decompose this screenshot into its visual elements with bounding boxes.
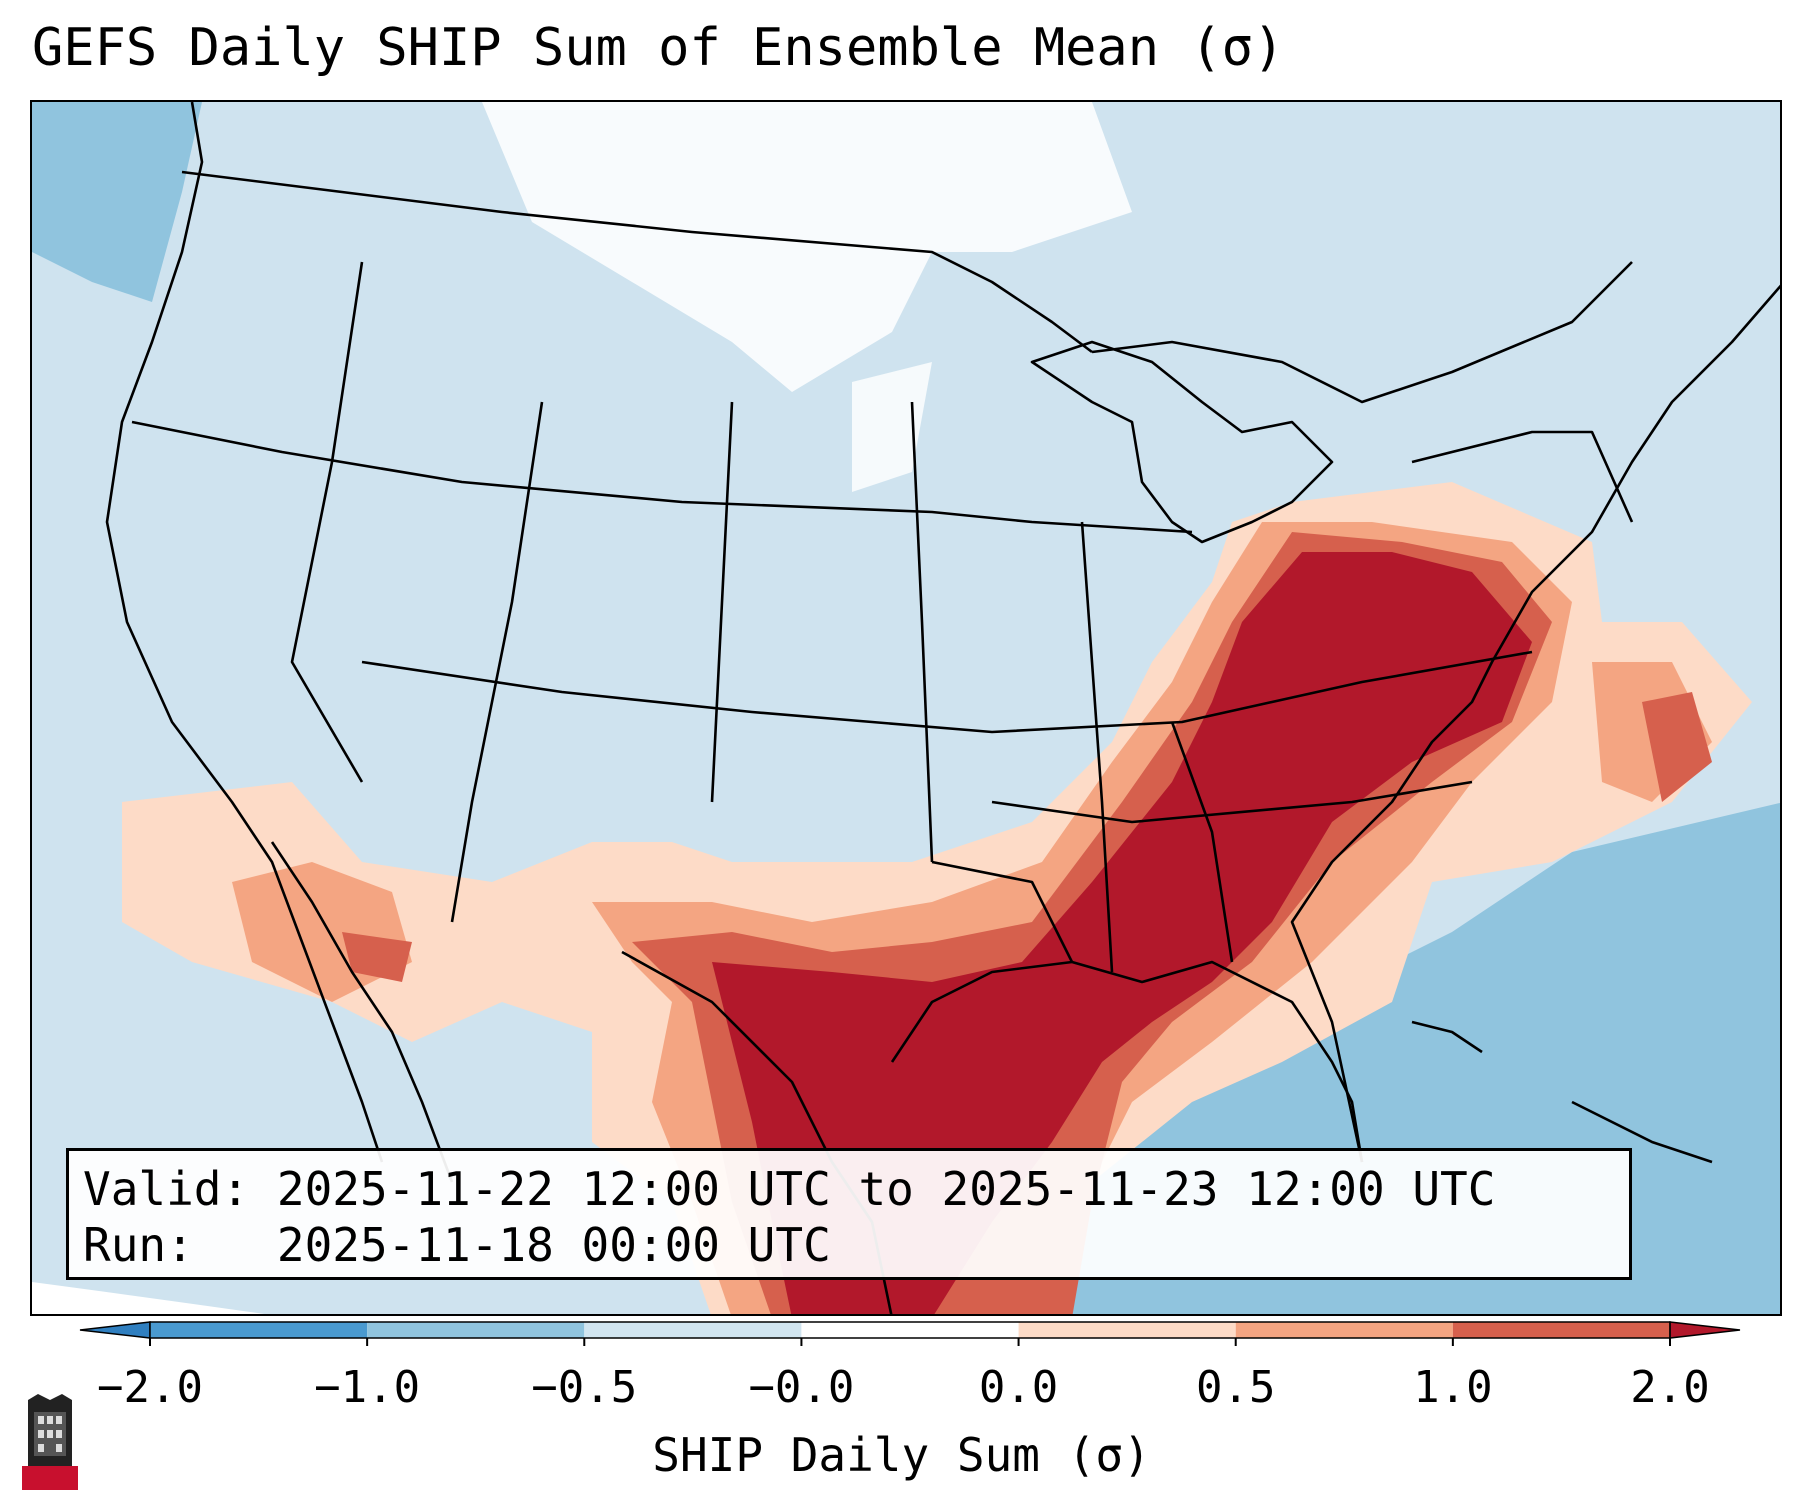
colorbar-tick-label: −0.5	[531, 1362, 638, 1413]
pacific-negative-area	[32, 102, 202, 302]
colorbar-bin	[1235, 1322, 1453, 1338]
colorbar-bin	[1452, 1322, 1670, 1338]
colorbar-bin	[367, 1322, 585, 1338]
colorbar-bin	[79, 1321, 151, 1339]
colorbar-bin	[1669, 1321, 1741, 1339]
colorbar-bin	[801, 1322, 1019, 1338]
boundaries	[105, 102, 1780, 1314]
northern-neutral-area	[482, 102, 1132, 392]
colorbar-tick-label: −0.0	[748, 1362, 855, 1413]
colorbar	[79, 1321, 1741, 1346]
colorbar-bin	[1018, 1322, 1236, 1338]
colorbar-tick-label: 0.5	[1195, 1362, 1276, 1413]
colorbar-label: SHIP Daily Sum (σ)	[652, 1428, 1151, 1482]
run-label: Run:	[83, 1218, 194, 1272]
colorbar-tick-label: −1.0	[314, 1362, 421, 1413]
valid-label: Valid:	[83, 1162, 250, 1216]
colorbar-tick-label: 0.0	[978, 1362, 1059, 1413]
niu-logo-icon	[22, 1394, 78, 1490]
positive-area-gt-2.0	[712, 552, 1532, 1314]
valid-value: 2025-11-22 12:00 UTC to 2025-11-23 12:00…	[276, 1162, 1496, 1216]
colorbar-tick-label: 1.0	[1413, 1362, 1493, 1413]
colorbar-bin	[584, 1322, 802, 1338]
run-value: 2025-11-18 00:00 UTC	[276, 1218, 831, 1272]
valid-run-info: Valid: 2025-11-22 12:00 UTC to 2025-11-2…	[66, 1148, 1632, 1280]
colorbar-tick-label: −2.0	[97, 1362, 203, 1413]
colorbar-bin	[150, 1322, 368, 1338]
map-panel	[30, 100, 1782, 1316]
ship-field-map	[32, 102, 1780, 1314]
colorbar-tick-label: 2.0	[1630, 1362, 1710, 1413]
map-title: GEFS Daily SHIP Sum of Ensemble Mean (σ)	[32, 18, 1285, 78]
